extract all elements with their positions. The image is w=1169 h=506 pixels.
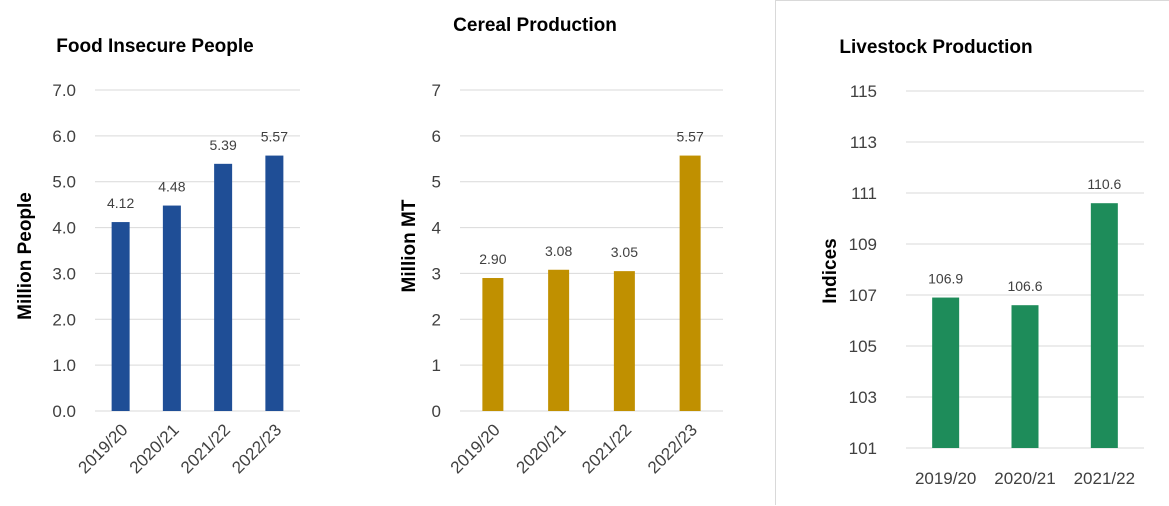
bar	[548, 269, 570, 411]
data-label: 106.6	[1007, 278, 1042, 294]
bar	[482, 278, 504, 411]
x-tick-label: 2019/20	[915, 469, 976, 488]
y-tick-label: 103	[849, 388, 877, 407]
y-tick-label: 5	[432, 173, 441, 192]
x-tick-label: 2022/23	[228, 420, 285, 477]
x-tick-label: 2020/21	[994, 469, 1055, 488]
data-label: 2.90	[479, 251, 506, 267]
bar	[265, 155, 284, 411]
chart-title: Food Insecure People	[56, 36, 253, 57]
y-tick-label: 4	[432, 219, 441, 238]
y-tick-label: 101	[849, 439, 877, 458]
y-axis-label: Indices	[820, 238, 841, 303]
x-tick-label: 2020/21	[513, 420, 570, 477]
plot-area: 101 103 105 107 109 111 113 115 106.9 2019/20 106.…	[849, 82, 1144, 488]
bar	[162, 205, 181, 411]
y-tick-label: 2.0	[52, 310, 76, 329]
data-label: 4.48	[158, 179, 185, 195]
x-tick-label: 2019/20	[75, 420, 132, 477]
data-label: 3.08	[545, 243, 572, 259]
y-tick-label: 6	[432, 127, 441, 146]
food-insecure-chart: Food Insecure People Million People 0.0 1…	[15, 36, 300, 477]
bar	[679, 155, 701, 411]
data-label: 5.57	[677, 129, 704, 145]
data-label: 106.9	[928, 271, 963, 287]
data-label: 5.57	[261, 129, 288, 145]
y-axis-label: Million People	[15, 192, 36, 320]
chart-title: Livestock Production	[839, 37, 1032, 58]
plot-area: 0 1 2 3 4 5 6 7 2.90 2019/20 3.08 2020/21 3.05 2021/2…	[432, 81, 723, 477]
y-tick-label: 7.0	[52, 81, 76, 100]
y-axis-label: Million MT	[399, 199, 420, 292]
x-tick-label: 2022/23	[644, 420, 701, 477]
x-tick-label: 2019/20	[447, 420, 504, 477]
y-tick-label: 3.0	[52, 264, 76, 283]
y-tick-label: 4.0	[52, 219, 76, 238]
data-label: 110.6	[1087, 176, 1121, 192]
x-tick-label: 2021/22	[1074, 469, 1135, 488]
y-tick-label: 115	[850, 82, 877, 101]
bar	[214, 163, 233, 411]
cereal-production-chart-panel: Cereal Production Million MT 0 1 2 3 4 5 6 7 2.9…	[385, 0, 775, 505]
y-tick-label: 0	[432, 402, 441, 421]
data-label: 3.05	[611, 244, 638, 260]
y-tick-label: 109	[849, 235, 877, 254]
y-tick-label: 2	[432, 310, 441, 329]
plot-area: 0.0 1.0 2.0 3.0 4.0 5.0 6.0 7.0 4.12 2019/20 4.48 2…	[52, 81, 300, 477]
bar	[111, 222, 130, 411]
y-tick-label: 113	[850, 133, 877, 152]
y-tick-label: 6.0	[52, 127, 76, 146]
y-tick-label: 107	[849, 286, 877, 305]
y-tick-label: 3	[432, 264, 441, 283]
x-tick-label: 2021/22	[578, 420, 635, 477]
cereal-production-chart: Cereal Production Million MT 0 1 2 3 4 5 6 7 2.9…	[399, 15, 723, 477]
livestock-production-chart-panel: Livestock Production Indices 101 103 105 10…	[775, 0, 1169, 505]
bar	[932, 297, 960, 448]
y-tick-label: 7	[432, 81, 441, 100]
y-tick-label: 111	[851, 184, 877, 203]
y-tick-label: 1.0	[52, 356, 76, 375]
data-label: 5.39	[210, 137, 237, 153]
x-tick-label: 2021/22	[177, 420, 234, 477]
y-tick-label: 5.0	[52, 173, 76, 192]
livestock-production-chart: Livestock Production Indices 10110310510…	[820, 37, 1144, 488]
bar	[1090, 203, 1118, 448]
x-tick-label: 2020/21	[126, 420, 183, 477]
data-label: 4.12	[107, 195, 134, 211]
food-insecure-chart-panel: Food Insecure People Million People 0.0 1…	[0, 0, 385, 505]
chart-title: Cereal Production	[453, 15, 617, 36]
y-tick-label: 0.0	[52, 402, 76, 421]
y-tick-label: 105	[849, 337, 877, 356]
bar	[613, 271, 635, 411]
y-tick-label: 1	[432, 356, 441, 375]
bar	[1011, 305, 1039, 448]
